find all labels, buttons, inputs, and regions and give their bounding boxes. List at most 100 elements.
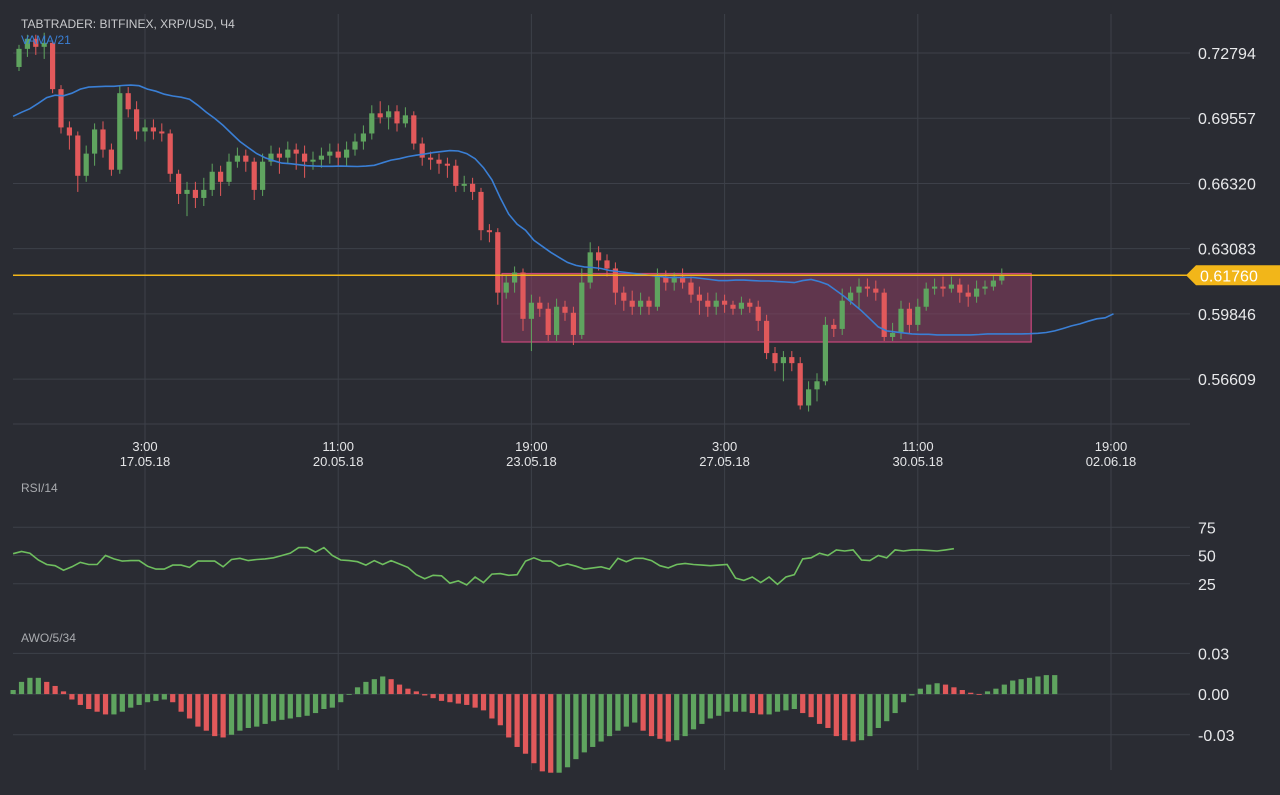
rsi-y-tick-label: 50	[1198, 549, 1216, 566]
candle-body	[386, 111, 392, 118]
price-y-tick-label: 0.56609	[1198, 372, 1256, 389]
candle	[150, 119, 156, 140]
candle-body	[873, 288, 879, 293]
awo-bar	[1018, 679, 1024, 695]
candle-body	[671, 276, 677, 283]
awo-bar	[900, 694, 907, 703]
candle	[789, 351, 795, 372]
candle	[478, 187, 484, 241]
candle	[570, 306, 576, 346]
candle-body	[268, 153, 274, 162]
awo-bar	[993, 688, 999, 695]
candle-body	[957, 284, 963, 293]
candle-body	[705, 300, 711, 307]
candle	[470, 177, 476, 200]
candle	[545, 302, 551, 341]
candle-body	[545, 308, 551, 335]
x-tick-time: 19:00	[515, 439, 548, 454]
awo-bar	[707, 694, 713, 719]
candle-body	[831, 324, 837, 329]
candle-body	[780, 357, 786, 364]
awo-bar	[842, 694, 848, 741]
vama-indicator-label[interactable]: VAMA/21	[21, 33, 71, 47]
awo-bar	[354, 687, 361, 695]
candle-body	[906, 308, 912, 325]
candle	[780, 351, 786, 382]
awo-bar	[1001, 684, 1007, 695]
candle	[486, 224, 492, 243]
candle-body	[982, 286, 988, 289]
candle	[806, 381, 812, 412]
awo-bar	[926, 684, 932, 695]
candle	[747, 298, 753, 313]
awo-bar	[10, 690, 16, 695]
candle	[344, 141, 350, 166]
candle	[696, 286, 702, 315]
candle-body	[411, 115, 417, 144]
awo-bar	[203, 694, 209, 731]
candle-body	[453, 165, 459, 186]
rsi-panel-title[interactable]: RSI/14	[21, 481, 58, 495]
candle-body	[125, 93, 131, 110]
candle	[134, 101, 140, 140]
price-y-tick-label: 0.72794	[1198, 46, 1256, 63]
candle	[764, 314, 770, 360]
candle	[713, 292, 719, 315]
candle-body	[167, 133, 173, 174]
awo-bar	[447, 694, 453, 703]
awo-bar	[178, 694, 184, 712]
candle	[528, 294, 534, 352]
candle	[738, 296, 744, 315]
candle	[276, 147, 282, 174]
candle-body	[520, 272, 526, 319]
candle	[218, 165, 224, 196]
candle	[394, 105, 400, 132]
candle	[915, 298, 921, 331]
awo-bar	[564, 694, 571, 768]
candle-body	[562, 306, 568, 313]
candle	[335, 143, 341, 166]
awo-bar	[161, 694, 167, 700]
candle-body	[722, 300, 728, 305]
awo-bar	[800, 694, 806, 714]
candle-body	[789, 357, 795, 364]
candle-body	[369, 113, 375, 134]
candle	[554, 298, 560, 341]
candle	[436, 153, 442, 174]
candle-body	[814, 381, 820, 390]
candle-body	[243, 155, 249, 162]
candle-body	[117, 93, 123, 170]
candle-body	[696, 294, 702, 301]
candle-body	[66, 127, 72, 136]
awo-panel-title[interactable]: AWO/5/34	[21, 631, 76, 645]
awo-bar	[1035, 676, 1041, 695]
awo-bar	[212, 694, 218, 737]
candle-body	[478, 191, 484, 231]
awo-bar	[632, 694, 638, 723]
candle	[377, 101, 383, 124]
candle	[285, 141, 291, 164]
candle	[822, 316, 828, 386]
awo-bar	[296, 694, 302, 718]
candle	[16, 44, 22, 72]
candle-body	[755, 306, 761, 321]
candle	[839, 288, 845, 335]
rsi-y-tick-label: 75	[1198, 520, 1216, 537]
candle	[680, 268, 686, 289]
candle-body	[638, 300, 644, 307]
awo-bar	[430, 694, 436, 699]
awo-bar	[321, 694, 327, 709]
candle-body	[915, 306, 921, 325]
candle	[873, 280, 879, 301]
candle	[999, 268, 1005, 285]
candle-body	[142, 127, 148, 132]
x-tick-date: 20.05.18	[313, 454, 364, 469]
awo-bar	[514, 694, 520, 747]
x-tick-time: 3:00	[712, 439, 737, 454]
candle	[24, 34, 30, 57]
candle-body	[293, 149, 299, 154]
candle-body	[596, 252, 602, 261]
